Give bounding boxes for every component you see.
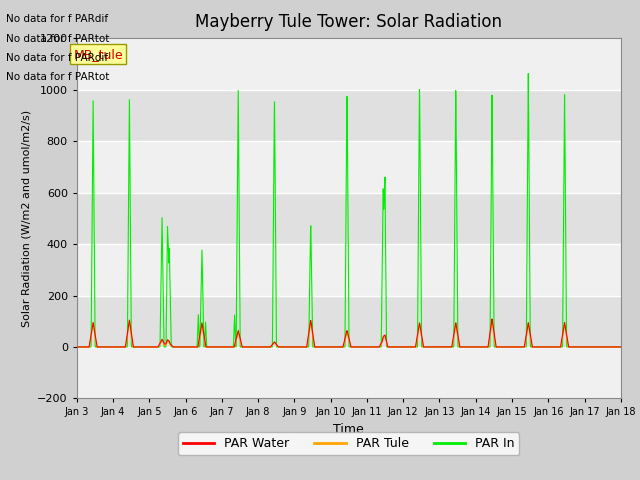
PAR Water [167,342,175,348]
Line: PAR Water: PAR Water [77,319,621,347]
PAR Water [617,344,625,350]
PAR Water [488,316,496,322]
PAR Tule [488,317,496,323]
PAR Water [548,344,556,350]
PAR In [305,326,313,332]
PAR In [282,344,289,350]
Y-axis label: Solar Radiation (W/m2 and umol/m2/s): Solar Radiation (W/m2 and umol/m2/s) [22,110,32,327]
PAR Water [282,344,289,350]
PAR Water [135,344,143,350]
PAR Tule [73,344,81,350]
Bar [77,244,621,296]
Bar [77,296,621,347]
X-axis label: Time: Time [333,423,364,436]
PAR Tule [617,344,625,350]
Line: PAR In: PAR In [77,73,621,347]
Line: PAR Tule: PAR Tule [77,320,621,347]
PAR In [73,344,81,350]
PAR In [167,335,175,341]
PAR In [135,344,143,350]
Text: No data for f PARdif: No data for f PARdif [6,14,109,24]
Bar [77,38,621,90]
PAR In [524,71,532,76]
PAR Tule [607,344,614,350]
PAR Tule [282,344,289,350]
Text: MB_tule: MB_tule [74,48,124,60]
Title: Mayberry Tule Tower: Solar Radiation: Mayberry Tule Tower: Solar Radiation [195,13,502,31]
PAR Tule [548,344,556,350]
PAR Tule [167,343,175,348]
Text: No data for f PARtot: No data for f PARtot [6,72,110,82]
PAR Water [73,344,81,350]
Bar [77,347,621,398]
PAR Water [607,344,614,350]
PAR Water [305,329,313,335]
PAR Tule [135,344,143,350]
Text: No data for f PARdif: No data for f PARdif [6,53,109,63]
PAR Tule [305,331,313,337]
Bar [77,192,621,244]
Bar [77,90,621,141]
PAR In [548,344,556,350]
Legend: PAR Water, PAR Tule, PAR In: PAR Water, PAR Tule, PAR In [178,432,520,455]
Text: No data for f PARtot: No data for f PARtot [6,34,110,44]
Bar [77,141,621,192]
PAR In [617,344,625,350]
PAR In [607,344,614,350]
